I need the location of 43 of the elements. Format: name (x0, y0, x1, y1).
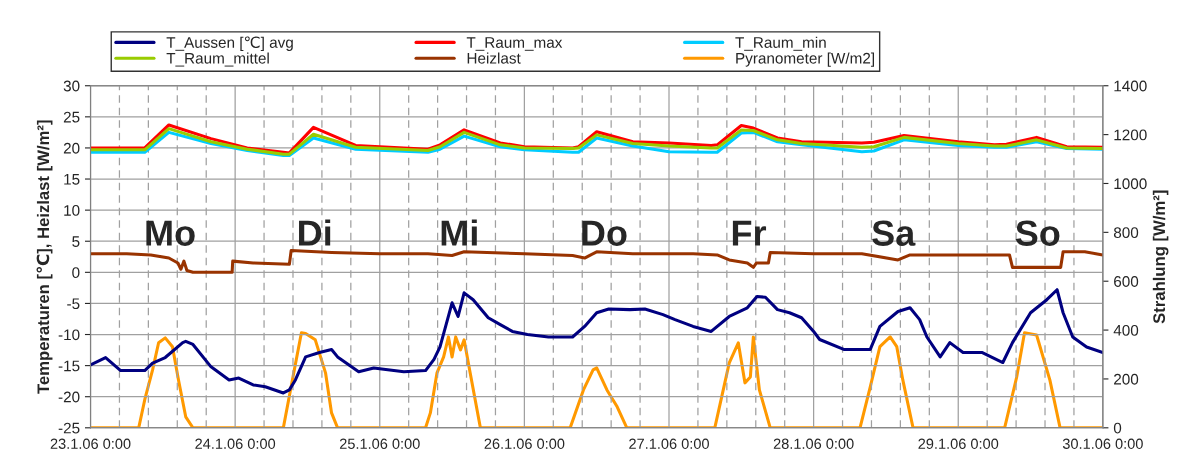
legend-label: T_Raum_min (735, 36, 826, 51)
y-tick-label: 10 (64, 205, 80, 216)
y2-tick-label: 600 (1114, 276, 1139, 287)
x-tick-label: 25.1.06 0:00 (339, 438, 420, 449)
x-tick-label: 30.1.06 0:00 (1062, 438, 1143, 449)
y-tick-label: 20 (63, 142, 80, 154)
legend-label: T_Raum_mittel (166, 52, 269, 67)
legend-label: Pyranometer [W/m2] (736, 52, 874, 67)
legend-label: T_Raum_max (466, 37, 563, 51)
y-tick-label: -25 (58, 422, 80, 434)
x-tick-label: 26.1.06 0:00 (484, 438, 565, 449)
y2-tick-label: 400 (1113, 324, 1139, 336)
y-tick-label: -10 (58, 329, 80, 341)
annotation: Mo (146, 220, 195, 246)
x-tick-label: 24.1.06 0:00 (195, 438, 276, 449)
y2-tick-label: 1200 (1114, 129, 1147, 141)
y2-tick-label: 0 (1113, 422, 1122, 434)
y-tick-label: 0 (72, 267, 80, 279)
annotation: Fr (732, 220, 767, 246)
x-tick-label: 29.1.06 0:00 (918, 438, 999, 449)
y-tick-label: 30 (63, 80, 80, 92)
y2-tick-label: 1400 (1114, 80, 1147, 92)
x-tick-label: 23.1.06 0:00 (50, 438, 131, 449)
y-tick-label: 5 (72, 236, 80, 247)
y-tick-label: -15 (58, 360, 80, 372)
y2-tick-label: 800 (1113, 227, 1139, 239)
annotation: Di (299, 219, 331, 246)
y2-tick-label: 1000 (1114, 178, 1147, 190)
annotation: So (1015, 220, 1060, 246)
annotation: Mi (441, 219, 477, 246)
y2-axis-title: Strahlung [W/m²] (1152, 190, 1169, 324)
x-tick-label: 28.1.06 0:00 (773, 438, 854, 449)
y-axis-title: Temperaturen [℃], Heizlast [W/m²] (36, 120, 53, 394)
y-tick-label: -5 (67, 298, 80, 310)
legend-label: Heizlast (467, 52, 521, 64)
x-tick-label: 27.1.06 0:00 (629, 438, 709, 449)
y2-tick-label: 200 (1114, 373, 1139, 385)
annotation: Sa (872, 220, 916, 246)
legend-label: T_Aussen [℃] avg (166, 36, 293, 51)
y-tick-label: 25 (63, 111, 80, 123)
y-tick-label: 15 (64, 174, 80, 185)
annotation: Do (582, 220, 627, 246)
y-tick-label: -20 (58, 391, 80, 403)
